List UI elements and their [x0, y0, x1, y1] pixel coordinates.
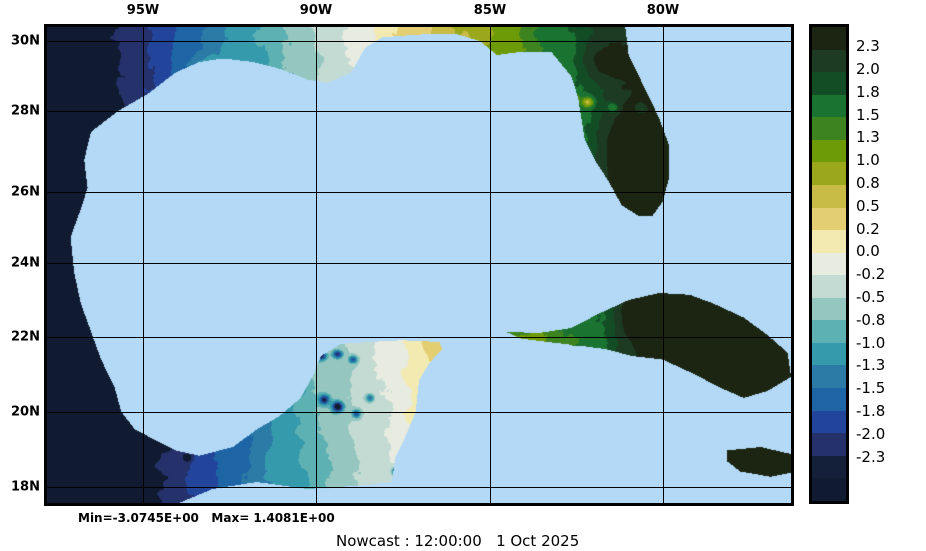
colorbar-band-16 [812, 388, 846, 411]
colorbar-tick-0.2: 0.2 [856, 220, 880, 238]
colorbar-band-9 [812, 230, 846, 253]
colorbar-band-7 [812, 184, 846, 208]
lat-label-20N: 20N [11, 404, 40, 420]
lat-label-28N: 28N [11, 103, 40, 119]
colorbar-tick-1.3: 1.3 [856, 128, 880, 146]
colorbar-band-18 [812, 433, 846, 456]
colorbar-band-15 [812, 365, 846, 388]
colorbar-band-3 [812, 94, 846, 118]
colorbar-tick-1.8: 1.8 [856, 83, 880, 101]
colorbar-band-13 [812, 320, 846, 343]
colorbar-band-6 [812, 162, 846, 185]
colorbar-tick-neg2.0: -2.0 [856, 425, 886, 443]
colorbar-band-19 [812, 455, 846, 479]
colorbar-tick-2.3: 2.3 [856, 37, 880, 55]
colorbar-band-12 [812, 297, 846, 321]
colorbar-tick-neg0.2: -0.2 [856, 265, 886, 283]
colorbar-band-10 [812, 252, 846, 276]
colorbar-tick-0.0: 0.0 [856, 242, 880, 260]
lon-label-90W: 90W [299, 3, 333, 18]
colorbar-band-4 [812, 117, 846, 140]
colorbar-tick-neg2.3: -2.3 [856, 448, 886, 466]
colorbar-band-1 [812, 49, 846, 73]
lat-label-26N: 26N [11, 184, 40, 200]
colorbar-tick-labels: 2.3 2.0 1.8 1.5 1.3 1.0 0.8 0.5 0.2 0.0 -0.2 -0.5 -0… [856, 24, 920, 504]
colorbar-tick-neg1.8: -1.8 [856, 402, 886, 420]
colorbar-tick-neg1.0: -1.0 [856, 334, 886, 352]
colorbar-band-14 [812, 342, 846, 366]
map-panel[interactable] [44, 24, 794, 506]
colorbar-tick-0.8: 0.8 [856, 174, 880, 192]
colorbar-tick-1.5: 1.5 [856, 106, 880, 124]
colorbar-tick-neg1.3: -1.3 [856, 356, 886, 374]
colorbar-band-0 [812, 27, 846, 50]
lon-label-80W: 80W [646, 3, 680, 18]
lat-label-18N: 18N [11, 479, 40, 495]
map-contour-field [47, 27, 791, 503]
colorbar-tick-2.0: 2.0 [856, 60, 880, 78]
minmax-readout: Min=-3.0745E+00 Max= 1.4081E+00 [78, 511, 335, 525]
colorbar[interactable] [809, 24, 849, 504]
lon-label-95W: 95W [126, 3, 160, 18]
lat-label-30N: 30N [11, 33, 40, 49]
colorbar-band-20 [812, 478, 846, 501]
nowcast-timestamp: Nowcast : 12:00:00 1 Oct 2025 [336, 532, 580, 550]
colorbar-band-8 [812, 207, 846, 231]
lat-label-24N: 24N [11, 255, 40, 271]
lat-label-22N: 22N [11, 329, 40, 345]
colorbar-band-17 [812, 410, 846, 434]
colorbar-band-11 [812, 275, 846, 298]
colorbar-tick-0.5: 0.5 [856, 197, 880, 215]
colorbar-band-5 [812, 139, 846, 163]
lon-label-85W: 85W [473, 3, 507, 18]
colorbar-band-2 [812, 72, 846, 95]
colorbar-tick-neg0.5: -0.5 [856, 288, 886, 306]
colorbar-tick-neg1.5: -1.5 [856, 379, 886, 397]
colorbar-tick-1.0: 1.0 [856, 151, 880, 169]
colorbar-tick-neg0.8: -0.8 [856, 311, 886, 329]
